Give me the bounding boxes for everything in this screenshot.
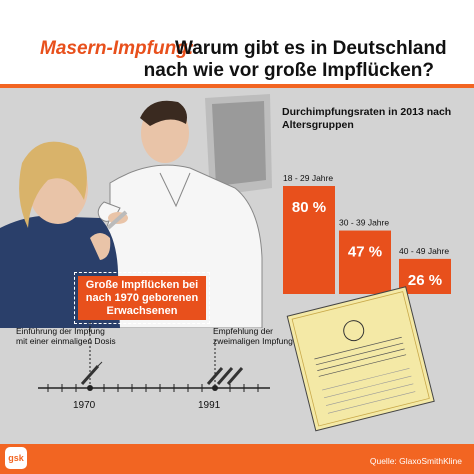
footer-bar — [0, 444, 474, 474]
callout-line3: Erwachsenen — [106, 305, 178, 317]
syringe-icon — [106, 210, 128, 230]
syringe-icon — [80, 361, 103, 385]
year-1991: 1991 — [198, 400, 221, 411]
certificate-seal-icon — [343, 320, 365, 342]
bar-3 — [399, 258, 451, 294]
doctor-hair — [140, 100, 187, 126]
callout-box: Große Impflücken bei nach 1970 geborenen… — [78, 276, 206, 320]
bar-2 — [339, 230, 391, 294]
doctor-collar — [159, 172, 191, 208]
event1-label: Einführung der Impfung mit einer einmali… — [16, 326, 116, 346]
year-1970: 1970 — [73, 400, 96, 411]
title-rest: Warum gibt es in Deutschland — [175, 38, 447, 59]
category-label-3: 40 - 49 Jahre — [399, 246, 449, 256]
callout-line1: Große Impflücken bei — [85, 279, 199, 291]
callout-border — [74, 272, 210, 324]
callout-line2: nach 1970 geborenen — [85, 292, 199, 304]
title-prefix: Masern-Impfung: — [40, 38, 195, 59]
chart-title: Durchimpfungsraten in 2013 nach Altersgr… — [282, 106, 452, 131]
patient-hair — [19, 141, 87, 228]
syringe-icon — [206, 367, 244, 385]
window-glass — [212, 101, 266, 186]
event2-label: Empfehlung der zweimaligen Impfung — [213, 326, 293, 346]
gsk-logo: gsk — [5, 447, 27, 469]
category-label-2: 30 - 39 Jahre — [339, 218, 389, 228]
marker-dot-1991 — [212, 385, 218, 391]
bar-value-label-1: 80 % — [292, 199, 326, 216]
timeline-ticks — [47, 384, 259, 392]
patient-shoulder — [90, 233, 111, 260]
certificate-page — [286, 286, 435, 432]
bar-value-label-3: 26 % — [408, 272, 442, 289]
bar-1 — [283, 186, 335, 294]
title-line2: nach wie vor große Impflücken? — [143, 60, 434, 81]
marker-dot-1970 — [87, 385, 93, 391]
title-block: Masern-Impfung: Warum gibt es in Deutsch… — [0, 0, 474, 88]
category-label-1: 18 - 29 Jahre — [283, 173, 333, 183]
source-credit: Quelle: GlaxoSmithKline — [369, 456, 462, 466]
bar-value-label-2: 47 % — [348, 244, 382, 261]
